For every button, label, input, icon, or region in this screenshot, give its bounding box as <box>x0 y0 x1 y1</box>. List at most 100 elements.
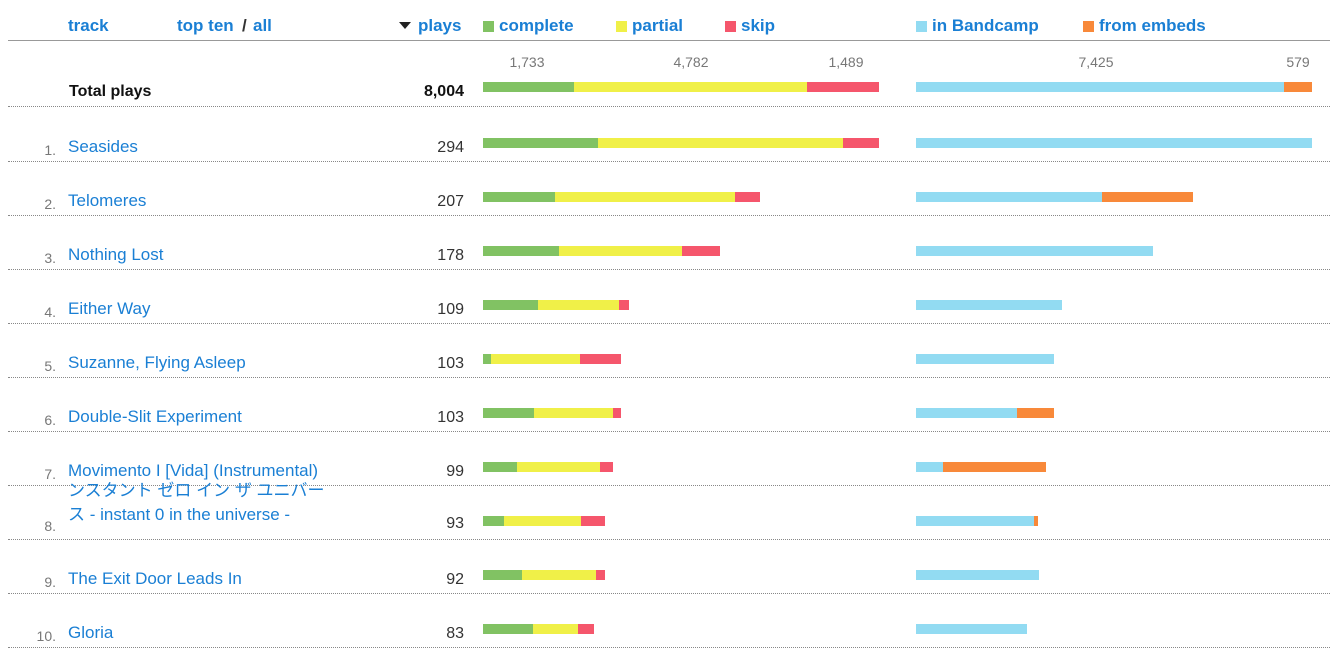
track-plays: 103 <box>437 409 464 426</box>
total-embeds-value: 579 <box>1286 54 1310 70</box>
play-type-bar <box>483 570 605 580</box>
complete-segment <box>483 300 539 310</box>
track-rank: 5. <box>44 358 56 374</box>
source-bar <box>916 624 1027 634</box>
track-plays: 83 <box>446 625 464 642</box>
track-plays: 178 <box>437 247 464 264</box>
track-plays: 93 <box>446 515 464 532</box>
bandcamp-segment <box>916 138 1312 148</box>
bandcamp-sort-link[interactable]: in Bandcamp <box>932 16 1039 35</box>
table-row: 10. Gloria 83 <box>8 594 1330 648</box>
partial-segment <box>532 624 579 634</box>
partial-sort-link[interactable]: partial <box>632 16 684 35</box>
all-link[interactable]: all <box>253 16 272 35</box>
partial-segment <box>522 570 597 580</box>
partial-segment <box>491 354 580 364</box>
partial-segment <box>555 192 736 202</box>
table-row: 9. The Exit Door Leads In 92 <box>8 540 1330 594</box>
partial-segment <box>516 462 600 472</box>
track-rank: 10. <box>36 628 56 644</box>
bandcamp-segment <box>916 570 1039 580</box>
total-partial-segment <box>574 82 807 92</box>
embeds-segment <box>1101 192 1193 202</box>
track-rank: 6. <box>44 412 56 428</box>
table-row: 8. ンスタント ゼロ イン ザ ユニバース - instant 0 in the… <box>8 481 1330 540</box>
complete-segment <box>483 408 535 418</box>
bandcamp-segment <box>916 624 1027 634</box>
bandcamp-segment <box>916 192 1102 202</box>
play-type-bar <box>483 516 605 526</box>
track-title-link[interactable]: Double-Slit Experiment <box>68 407 242 426</box>
source-bar <box>916 462 1046 472</box>
embeds-sort-link[interactable]: from embeds <box>1099 16 1206 35</box>
embeds-segment <box>1034 516 1038 526</box>
track-title-link[interactable]: Movimento I [Vida] (Instrumental) <box>68 461 319 480</box>
source-bar <box>916 570 1039 580</box>
source-bar <box>916 246 1153 256</box>
total-plays-label: Total plays <box>69 83 152 100</box>
complete-segment <box>483 246 559 256</box>
track-plays: 103 <box>437 355 464 372</box>
track-title-link[interactable]: ンスタント ゼロ イン ザ ユニバース - instant 0 in the u… <box>68 481 325 524</box>
track-title-link[interactable]: Seasides <box>68 137 138 156</box>
complete-segment <box>483 516 504 526</box>
play-type-bar <box>483 246 720 256</box>
complete-segment <box>483 138 598 148</box>
embeds-segment <box>1016 408 1054 418</box>
partial-segment <box>503 516 581 526</box>
complete-swatch <box>483 21 494 32</box>
track-title-link[interactable]: Telomeres <box>68 191 147 210</box>
table-row: 7. Movimento I [Vida] (Instrumental) 99 <box>8 432 1330 486</box>
partial-swatch <box>616 21 627 32</box>
sort-down-icon[interactable] <box>399 22 411 29</box>
skip-sort-link[interactable]: skip <box>741 16 776 35</box>
table-row: 3. Nothing Lost 178 <box>8 216 1330 270</box>
track-title-link[interactable]: Gloria <box>68 623 114 642</box>
complete-segment <box>483 624 533 634</box>
skip-segment <box>682 246 720 256</box>
complete-segment <box>483 462 517 472</box>
complete-segment <box>483 570 523 580</box>
source-bar <box>916 408 1054 418</box>
total-embeds-segment <box>1284 82 1312 92</box>
total-bandcamp-value: 7,425 <box>1078 54 1114 70</box>
total-row: 1,733 4,782 1,489 7,425 579 Total plays … <box>8 41 1330 107</box>
skip-segment <box>618 300 629 310</box>
table-row: 2. Telomeres 207 <box>8 162 1330 216</box>
bandcamp-segment <box>916 462 944 472</box>
track-title-link[interactable]: Suzanne, Flying Asleep <box>68 353 246 372</box>
source-bar <box>916 192 1193 202</box>
source-bar <box>916 300 1062 310</box>
partial-segment <box>538 300 619 310</box>
track-plays: 99 <box>446 463 464 480</box>
source-bar <box>916 138 1312 148</box>
track-rank: 8. <box>44 518 56 534</box>
table-row: 5. Suzanne, Flying Asleep 103 <box>8 324 1330 378</box>
total-skip-segment <box>807 82 879 92</box>
bandcamp-segment <box>916 354 1054 364</box>
track-rank: 7. <box>44 466 56 482</box>
total-plays-value: 8,004 <box>423 83 464 100</box>
table-header: track top ten / all plays complete parti… <box>8 0 1330 41</box>
bandcamp-segment <box>916 516 1035 526</box>
complete-segment <box>483 354 492 364</box>
track-rank: 3. <box>44 250 56 266</box>
table-row: 6. Double-Slit Experiment 103 <box>8 378 1330 432</box>
partial-segment <box>558 246 683 256</box>
skip-segment <box>612 408 621 418</box>
track-title-link[interactable]: The Exit Door Leads In <box>68 569 242 588</box>
total-source-bar <box>916 82 1312 92</box>
track-title-link[interactable]: Nothing Lost <box>68 245 164 264</box>
track-title-link[interactable]: Either Way <box>68 299 151 318</box>
skip-segment <box>578 624 594 634</box>
plays-sort-link[interactable]: plays <box>418 16 462 35</box>
track-rank: 4. <box>44 304 56 320</box>
complete-sort-link[interactable]: complete <box>499 16 574 35</box>
track-sort-link[interactable]: track <box>68 16 109 35</box>
top-ten-link[interactable]: top ten <box>177 16 234 35</box>
play-type-bar <box>483 624 594 634</box>
total-skip-value: 1,489 <box>828 54 864 70</box>
play-type-bar <box>483 300 629 310</box>
total-play-type-bar <box>483 82 879 92</box>
embeds-swatch <box>1083 21 1094 32</box>
